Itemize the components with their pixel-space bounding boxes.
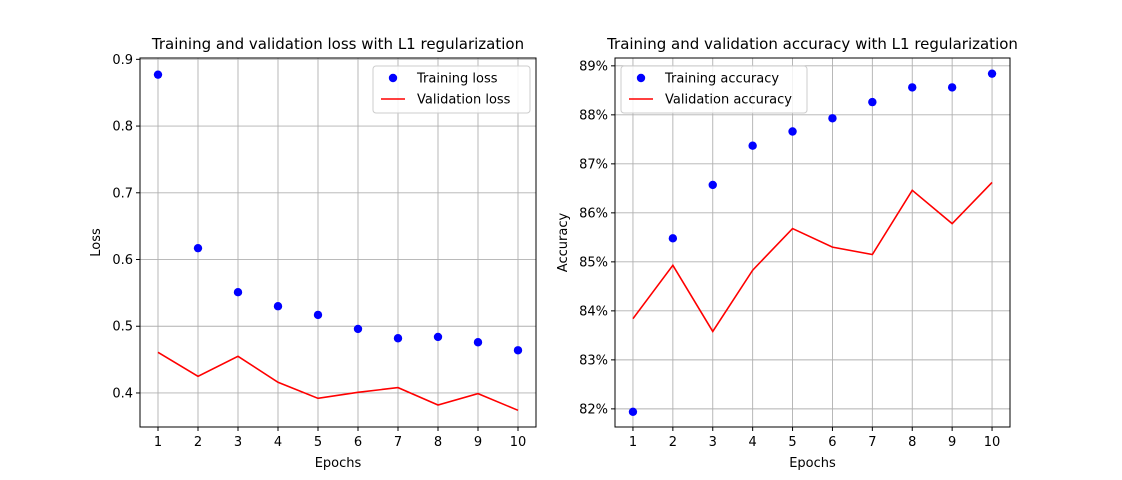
- y-axis-label: Accuracy: [556, 213, 571, 273]
- x-axis-label: Epochs: [789, 456, 836, 471]
- loss-chart: 1 2 3 4 5 6 7 8 9 10 0.4 0.5 0.6 0.7 0.8 0.9 Training an…: [89, 35, 537, 471]
- chart-title: Training and validation loss with L1 reg…: [151, 35, 524, 53]
- data-point-training-accuracy: [908, 83, 917, 92]
- x-tick-label: 5: [314, 435, 322, 450]
- x-tick-label: 2: [194, 435, 202, 450]
- y-tick-label: 89%: [579, 59, 608, 74]
- x-tick-label: 10: [510, 435, 527, 450]
- data-point-training-loss: [193, 243, 203, 253]
- data-point-training-loss: [233, 288, 243, 297]
- x-tick-label: 8: [908, 435, 916, 450]
- data-point-training-loss: [393, 334, 403, 343]
- data-point-training-loss: [353, 324, 363, 334]
- x-tick-label: 3: [709, 435, 717, 450]
- x-tick-label: 9: [474, 435, 482, 450]
- data-point-training-loss: [513, 346, 523, 355]
- data-point-training-accuracy: [828, 114, 837, 123]
- legend-entry-label: Training accuracy: [664, 72, 779, 87]
- legend-marker-swatch: [388, 73, 398, 83]
- legend-entry-label: Validation loss: [417, 93, 511, 108]
- plot-frame: [614, 57, 1011, 428]
- plot-frame: [139, 57, 537, 428]
- x-tick-label: 1: [629, 435, 637, 450]
- y-tick-label: 0.4: [112, 386, 133, 401]
- y-tick-label: 87%: [579, 157, 608, 172]
- data-point-training-loss: [273, 302, 283, 311]
- y-tick-label: 88%: [579, 108, 608, 123]
- data-point-training-accuracy: [947, 83, 957, 92]
- legend: Training loss Validation loss: [372, 65, 531, 114]
- data-point-training-loss: [313, 310, 323, 320]
- x-tick-label: 9: [948, 435, 956, 450]
- x-tick-label: 4: [274, 435, 282, 450]
- x-tick-label: 3: [234, 435, 242, 450]
- chart-title: Training and validation accuracy with L1…: [606, 35, 1018, 53]
- x-tick-label: 2: [669, 435, 677, 450]
- x-tick-label: 10: [984, 435, 1001, 450]
- data-point-training-accuracy: [628, 407, 638, 417]
- legend-marker-swatch: [636, 73, 646, 83]
- data-point-training-accuracy: [868, 97, 877, 107]
- data-point-training-accuracy: [788, 127, 797, 136]
- x-tick-label: 1: [154, 435, 162, 450]
- y-tick-label: 84%: [579, 304, 608, 319]
- y-tick-label: 82%: [579, 402, 608, 417]
- data-point-training-accuracy: [708, 180, 717, 190]
- legend-entry-label: Training loss: [416, 72, 498, 87]
- legend-frame: [620, 65, 808, 114]
- data-point-training-accuracy: [987, 69, 997, 78]
- y-tick-label: 0.6: [112, 253, 133, 268]
- data-point-training-loss: [153, 70, 163, 79]
- data-point-training-loss: [433, 332, 443, 342]
- x-tick-label: 6: [354, 435, 362, 450]
- y-tick-label: 0.5: [112, 320, 133, 335]
- x-tick-label: 7: [394, 435, 402, 450]
- legend-entry-label: Validation accuracy: [665, 93, 792, 108]
- accuracy-chart: 1 2 3 4 5 6 7 8 9 10 82% 83% 84% 85% 86% 87% 88% 89% Train…: [556, 35, 1018, 471]
- y-tick-label: 0.7: [112, 186, 133, 201]
- y-tick-label: 0.8: [112, 120, 133, 135]
- y-axis-label: Loss: [89, 228, 104, 257]
- y-tick-label: 0.9: [112, 53, 133, 68]
- x-tick-label: 5: [788, 435, 796, 450]
- y-tick-label: 83%: [579, 353, 608, 368]
- x-tick-label: 8: [434, 435, 442, 450]
- series-line-validation-loss: [157, 351, 519, 412]
- x-tick-label: 7: [868, 435, 876, 450]
- y-tick-label: 85%: [579, 255, 608, 270]
- x-tick-label: 6: [828, 435, 836, 450]
- data-point-training-accuracy: [748, 141, 757, 150]
- data-point-training-loss: [473, 338, 483, 347]
- series-line-validation-accuracy: [632, 181, 993, 333]
- legend-frame: [372, 65, 531, 114]
- x-tick-label: 4: [749, 435, 757, 450]
- data-point-training-accuracy: [668, 234, 678, 243]
- y-tick-label: 86%: [579, 206, 608, 221]
- legend: Training accuracy Validation accuracy: [620, 65, 808, 114]
- x-axis-label: Epochs: [315, 456, 362, 471]
